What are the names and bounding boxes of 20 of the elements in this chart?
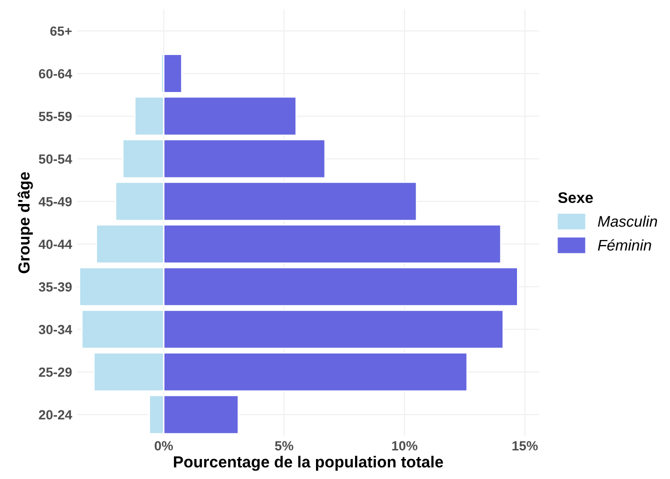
x-tick-label: 10% — [392, 441, 418, 450]
y-axis-title: Groupe d'âge — [18, 172, 33, 274]
y-tick-label: 20-24 — [38, 410, 72, 420]
y-tick-label: 40-44 — [38, 240, 72, 249]
y-tick-label: 45-49 — [38, 196, 72, 206]
legend-title: Sexe — [558, 192, 593, 204]
y-tick-label: 55-59 — [38, 112, 72, 122]
x-axis-title: Pourcentage de la population totale — [174, 456, 443, 471]
y-tick-label: 30-34 — [38, 324, 72, 334]
y-tick-label: 35-39 — [38, 282, 72, 292]
x-tick-label: 15% — [512, 441, 538, 450]
y-tick-label: 25-29 — [38, 368, 72, 377]
x-tick-label: 0% — [154, 441, 173, 450]
legend-label: Masculin — [598, 216, 658, 227]
bar — [163, 54, 182, 94]
legend-label: Féminin — [598, 239, 652, 251]
y-tick-label: 65+ — [50, 26, 72, 36]
y-tick-label: 50-54 — [38, 154, 72, 164]
y-tick-label: 60-64 — [38, 69, 72, 78]
x-tick-label: 5% — [274, 441, 294, 450]
